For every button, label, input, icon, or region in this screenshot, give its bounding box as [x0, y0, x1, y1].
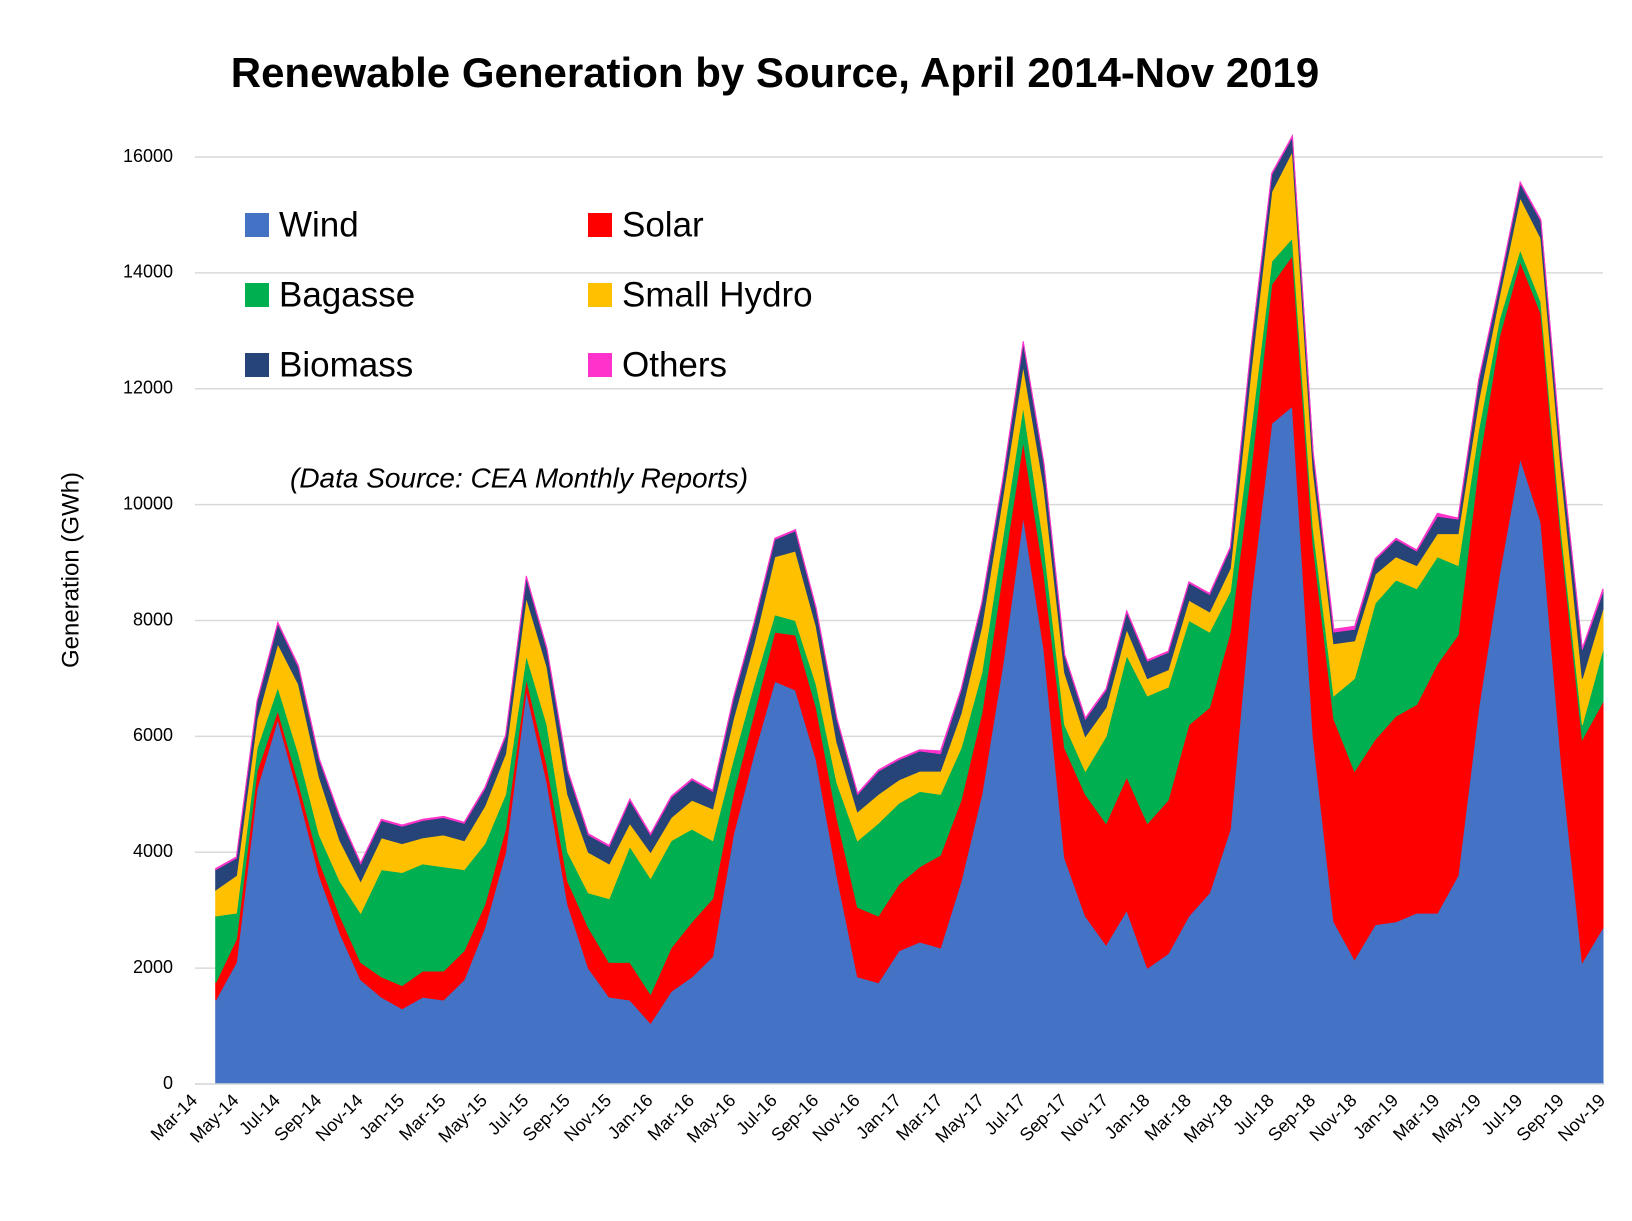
legend-swatch: [588, 283, 612, 307]
x-tick-label: Nov-18: [1306, 1090, 1361, 1145]
x-tick-label: Nov-15: [560, 1090, 615, 1145]
legend-swatch: [588, 353, 612, 377]
chart-title: Renewable Generation by Source, April 20…: [231, 49, 1320, 96]
legend-swatch: [588, 213, 612, 237]
legend-swatch: [245, 213, 269, 237]
legend-label: Wind: [279, 205, 359, 244]
y-axis-label: Generation (GWh): [57, 472, 84, 668]
legend-label: Solar: [622, 205, 704, 244]
y-tick-label: 10000: [123, 493, 173, 513]
y-tick-label: 16000: [123, 146, 173, 166]
x-tick-label: Nov-17: [1057, 1090, 1112, 1145]
x-tick-label: Nov-19: [1554, 1090, 1609, 1145]
annotation: (Data Source: CEA Monthly Reports): [290, 462, 748, 493]
y-tick-label: 8000: [133, 609, 173, 629]
area: [215, 133, 1604, 871]
y-tick-label: 4000: [133, 841, 173, 861]
legend-swatch: [245, 283, 269, 307]
y-tick-label: 2000: [133, 957, 173, 977]
y-tick-label: 12000: [123, 378, 173, 398]
legend-swatch: [245, 353, 269, 377]
y-tick-label: 6000: [133, 725, 173, 745]
y-tick-label: 0: [163, 1073, 173, 1093]
x-tick-label: Nov-16: [809, 1090, 864, 1145]
legend-label: Bagasse: [279, 275, 415, 314]
legend-label: Small Hydro: [622, 275, 813, 314]
y-tick-label: 14000: [123, 262, 173, 282]
legend-label: Others: [622, 345, 727, 384]
legend-label: Biomass: [279, 345, 413, 384]
x-tick-label: Nov-14: [312, 1090, 367, 1145]
